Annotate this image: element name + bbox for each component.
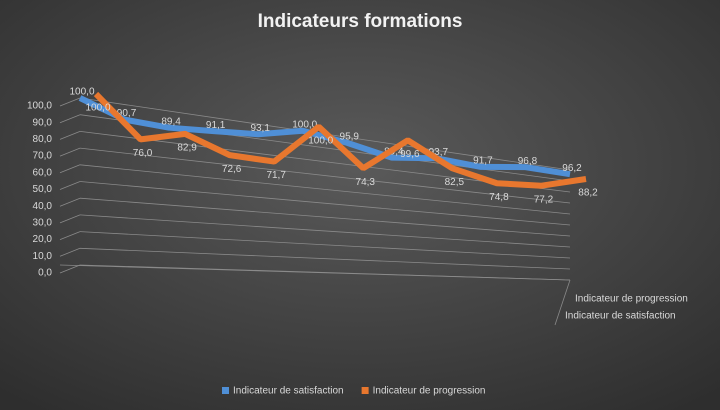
grid-line	[79, 197, 571, 237]
chart-title: Indicateurs formations	[258, 11, 463, 32]
grid-line	[79, 147, 571, 204]
data-label: 93,1	[250, 123, 270, 134]
grid-line	[59, 131, 81, 140]
y-tick-label: 80,0	[33, 134, 53, 145]
y-tick-label: 20,0	[33, 234, 53, 245]
legend-swatch	[222, 387, 229, 394]
grid-line	[59, 97, 81, 107]
grid-line	[79, 214, 571, 248]
data-label: 100,0	[308, 135, 333, 146]
data-label: 100,0	[85, 103, 110, 114]
grid-line	[79, 264, 571, 281]
grid-line	[79, 164, 571, 215]
data-label: 72,6	[222, 164, 242, 175]
data-label: 93,7	[429, 147, 449, 158]
series-line	[78, 95, 571, 178]
legend-label: Indicateur de progression	[373, 386, 486, 397]
data-label: 77,2	[534, 194, 554, 205]
data-label: 88,2	[578, 188, 598, 199]
y-tick-label: 50,0	[33, 184, 53, 195]
data-label: 74,8	[489, 192, 509, 203]
grid-line	[79, 247, 571, 270]
data-label: 96,8	[518, 156, 538, 167]
data-label: 96,2	[562, 163, 582, 174]
grid-line	[59, 264, 81, 274]
grid-line	[59, 197, 81, 207]
grid-line	[59, 114, 81, 124]
y-tick-label: 60,0	[33, 167, 53, 178]
depth-label: Indicateur de progression	[575, 294, 688, 305]
data-label: 82,9	[177, 143, 197, 154]
y-tick-label: 100,0	[27, 101, 52, 112]
depth-axis	[554, 279, 571, 326]
data-label: 74,3	[356, 177, 376, 188]
data-label: 90,7	[117, 108, 137, 119]
legend-label: Indicateur de satisfaction	[233, 386, 344, 397]
grid-line	[59, 164, 81, 174]
depth-label: Indicateur de satisfaction	[565, 311, 676, 322]
grid-line	[79, 181, 571, 226]
y-tick-label: 90,0	[33, 117, 53, 128]
data-label: 82,5	[445, 177, 465, 188]
data-label: 99,6	[400, 149, 420, 160]
y-tick-label: 0,0	[38, 268, 52, 279]
data-label: 100,0	[69, 87, 94, 98]
y-tick-label: 30,0	[33, 218, 53, 229]
grid-line	[59, 247, 81, 257]
y-tick-label: 70,0	[33, 151, 53, 162]
data-label: 71,7	[266, 170, 286, 181]
grid-line	[59, 231, 81, 240]
data-label: 76,0	[133, 148, 153, 159]
grid-line	[59, 214, 81, 224]
data-label: 89,4	[161, 116, 181, 127]
y-tick-label: 10,0	[33, 251, 53, 262]
data-label: 100,0	[292, 119, 317, 130]
grid-line	[59, 147, 81, 157]
y-tick-label: 40,0	[33, 201, 53, 212]
data-label: 91,7	[473, 156, 493, 167]
data-label: 95,9	[340, 131, 360, 142]
legend-swatch	[361, 387, 369, 394]
data-label: 91,1	[206, 120, 226, 131]
grid-line	[79, 231, 571, 259]
grid-line	[59, 181, 81, 190]
series-line	[93, 91, 587, 189]
